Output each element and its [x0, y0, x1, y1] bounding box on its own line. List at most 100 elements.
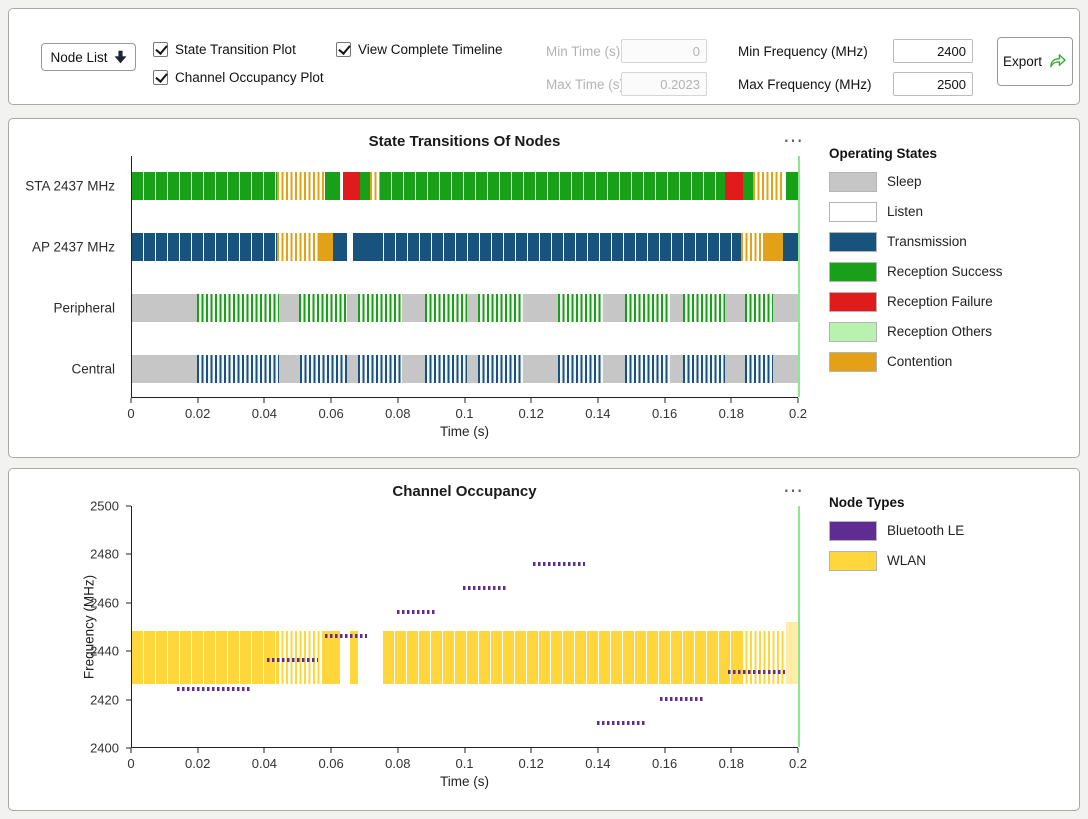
state-row-band: [132, 233, 798, 261]
legend-swatch-reception_failure: [829, 292, 877, 312]
state-segment: [372, 233, 742, 261]
x-tick-mark: [597, 748, 598, 753]
x-tick-label: 0.1: [455, 756, 473, 771]
x-tick-label: 0.04: [252, 406, 277, 421]
state-chart-options-button[interactable]: ⋯: [773, 127, 815, 153]
state-segment: [425, 294, 467, 322]
channel-occupancy-plot-checkbox[interactable]: [153, 70, 168, 85]
x-tick-label: 0.14: [585, 406, 610, 421]
x-tick-label: 0.1: [455, 406, 473, 421]
toolbar-panel: Node List State Transition Plot Channel …: [8, 8, 1080, 105]
x-tick-mark: [664, 398, 665, 403]
state-segment: [370, 172, 380, 200]
checkbox-view-complete-timeline[interactable]: View Complete Timeline: [336, 42, 503, 57]
x-tick-label: 0.06: [318, 756, 343, 771]
x-tick-mark: [397, 398, 398, 403]
x-tick-mark: [197, 748, 198, 753]
legend-label: Reception Success: [887, 264, 1003, 279]
state-segment: [353, 233, 371, 261]
x-tick-mark: [264, 398, 265, 403]
x-tick-label: 0.06: [318, 406, 343, 421]
legend-title: Operating States: [829, 146, 937, 161]
state-row-label: Central: [71, 362, 115, 377]
state-x-axis: 00.020.040.060.080.10.120.140.160.180.2: [131, 398, 798, 424]
state-segment: [558, 355, 603, 383]
x-tick-label: 0.08: [385, 756, 410, 771]
y-tick-label: 2420: [90, 692, 119, 707]
x-tick-label: 0.2: [789, 756, 807, 771]
checkbox-label: Channel Occupancy Plot: [175, 70, 324, 85]
occupancy-plot-area: [131, 506, 798, 748]
max-frequency-input[interactable]: [893, 72, 973, 96]
state-row-labels: STA 2437 MHzAP 2437 MHzPeripheralCentral: [9, 156, 123, 398]
max-time-input: [621, 72, 707, 96]
node-types-legend: Node Types Bluetooth LEWLAN: [829, 469, 1079, 810]
wlan-segment: [132, 631, 277, 684]
legend-label: Reception Failure: [887, 294, 993, 309]
bluetooth-le-segment: [533, 562, 585, 566]
state-segment: [425, 355, 467, 383]
x-tick-label: 0: [127, 406, 134, 421]
state-segment: [299, 294, 347, 322]
state-segment: [358, 294, 401, 322]
legend-swatch-sleep: [829, 172, 877, 192]
state-segment: [132, 172, 277, 200]
node-list-label: Node List: [50, 50, 107, 65]
state-segment: [478, 294, 523, 322]
legend-label: Transmission: [887, 234, 967, 249]
min-frequency-input[interactable]: [893, 39, 973, 63]
wlan-segment: [350, 631, 358, 684]
bluetooth-le-segment: [177, 687, 252, 691]
legend-swatch-ble: [829, 521, 877, 541]
view-complete-timeline-checkbox[interactable]: [336, 42, 351, 57]
bluetooth-le-segment: [325, 634, 367, 638]
export-label: Export: [1003, 54, 1042, 69]
x-tick-label: 0.2: [789, 406, 807, 421]
x-tick-mark: [531, 398, 532, 403]
state-segment: [360, 172, 370, 200]
state-row-band: [132, 172, 798, 200]
occupancy-chart-options-button[interactable]: ⋯: [773, 477, 815, 503]
state-plot-area: [131, 156, 798, 398]
y-tick-label: 2480: [90, 547, 119, 562]
max-frequency-label: Max Frequency (MHz): [738, 77, 872, 92]
x-tick-mark: [798, 748, 799, 753]
min-frequency-label: Min Frequency (MHz): [738, 44, 868, 59]
x-tick-label: 0.18: [719, 406, 744, 421]
min-time-input: [621, 39, 707, 63]
x-tick-mark: [264, 748, 265, 753]
max-time-label: Max Time (s): [546, 77, 624, 92]
x-tick-label: 0.12: [519, 406, 544, 421]
occupancy-chart-title: Channel Occupancy: [131, 483, 798, 500]
state-segment: [753, 172, 783, 200]
legend-swatch-wlan: [829, 551, 877, 571]
bluetooth-le-segment: [267, 658, 319, 662]
checkbox-channel-occupancy-plot[interactable]: Channel Occupancy Plot: [153, 70, 324, 85]
state-segment: [745, 294, 773, 322]
x-tick-label: 0.12: [519, 756, 544, 771]
legend-swatch-reception_others: [829, 322, 877, 342]
state-chart-title: State Transitions Of Nodes: [131, 133, 798, 150]
x-tick-label: 0.14: [585, 756, 610, 771]
x-tick-mark: [331, 748, 332, 753]
bluetooth-le-segment: [463, 586, 508, 590]
state-segment: [277, 233, 319, 261]
state-row-label: STA 2437 MHz: [25, 179, 115, 194]
x-tick-mark: [731, 398, 732, 403]
bluetooth-le-segment: [728, 670, 785, 674]
x-tick-mark: [197, 398, 198, 403]
node-list-button[interactable]: Node List: [41, 43, 136, 71]
legend-swatch-listen: [829, 202, 877, 222]
state-transition-plot-checkbox[interactable]: [153, 42, 168, 57]
state-segment: [333, 233, 346, 261]
checkbox-state-transition-plot[interactable]: State Transition Plot: [153, 42, 296, 57]
x-tick-label: 0.08: [385, 406, 410, 421]
x-tick-mark: [131, 748, 132, 753]
state-row-band: [132, 355, 798, 383]
state-xlabel: Time (s): [131, 424, 798, 439]
state-row-label: Peripheral: [53, 301, 115, 316]
y-tick-label: 2500: [90, 499, 119, 514]
state-transitions-panel: State Transitions Of Nodes ⋯ STA 2437 MH…: [8, 118, 1080, 458]
export-button[interactable]: Export: [997, 37, 1073, 86]
x-tick-label: 0.16: [652, 406, 677, 421]
